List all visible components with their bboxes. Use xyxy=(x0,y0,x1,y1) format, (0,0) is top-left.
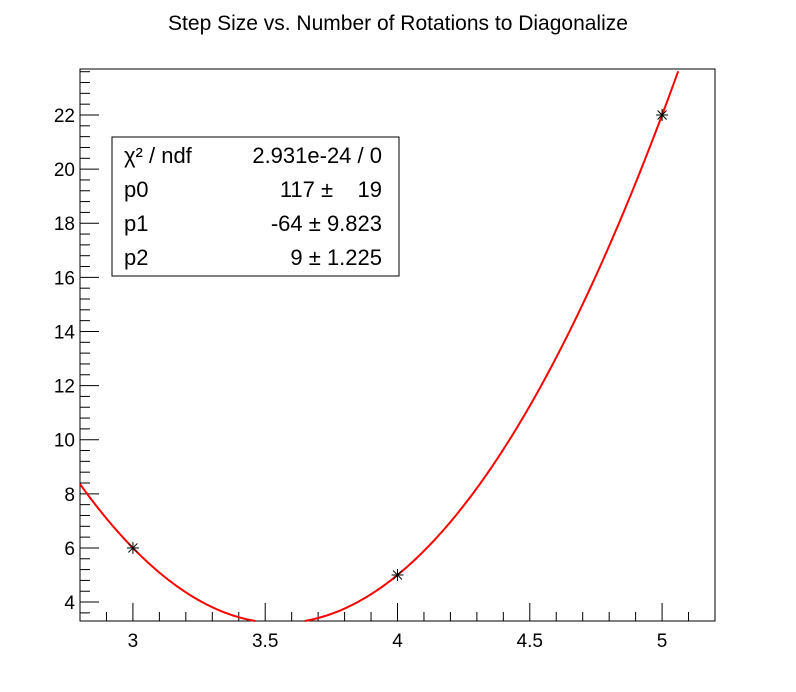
data-point-stroke xyxy=(657,110,667,120)
data-point xyxy=(391,569,404,581)
stats-box: χ² / ndf 2.931e-24 / 0 p0 117 ± 19 p1 -6… xyxy=(111,136,400,277)
stats-value-chi2: 2.931e-24 / 0 xyxy=(252,143,382,168)
data-point-stroke xyxy=(128,543,138,553)
y-tick-label: 20 xyxy=(54,160,75,181)
x-tick-label: 5 xyxy=(657,631,668,652)
axis-ticks xyxy=(79,71,716,621)
y-tick-label: 8 xyxy=(64,485,75,506)
x-tick-label: 4 xyxy=(392,631,403,652)
y-tick-label: 16 xyxy=(54,268,75,289)
y-tick-label: 22 xyxy=(54,106,75,127)
data-point-stroke xyxy=(392,570,403,580)
y-tick-label: 10 xyxy=(54,431,75,452)
axis-tick-labels: 3 3.5 4 4.5 5 4 6 8 10 12 14 16 18 20 22 xyxy=(54,106,668,652)
data-points xyxy=(126,109,669,581)
data-point xyxy=(656,109,669,121)
stats-box-frame xyxy=(111,136,400,277)
y-tick-label: 6 xyxy=(64,539,75,560)
y-tick-label: 18 xyxy=(54,214,75,235)
y-tick-label: 4 xyxy=(64,593,75,614)
stats-value-p1: -64 ± 9.823 xyxy=(271,211,382,236)
x-tick-label: 4.5 xyxy=(517,631,543,652)
stats-name-chi2: χ² / ndf xyxy=(124,143,193,168)
chart-title: Step Size vs. Number of Rotations to Dia… xyxy=(168,12,628,35)
y-tick-label: 14 xyxy=(54,322,76,343)
x-tick-label: 3.5 xyxy=(252,631,278,652)
stats-value-p2: 9 ± 1.225 xyxy=(290,245,382,270)
y-tick-label: 12 xyxy=(54,377,75,398)
stats-name-p0: p0 xyxy=(124,177,148,202)
x-tick-label: 3 xyxy=(128,631,139,652)
stats-name-p2: p2 xyxy=(124,245,148,270)
fit-curve xyxy=(79,70,680,622)
stats-name-p1: p1 xyxy=(124,211,148,236)
stats-value-p0: 117 ± 19 xyxy=(280,177,382,202)
fit-curve-group xyxy=(79,70,680,622)
data-point xyxy=(126,541,139,554)
